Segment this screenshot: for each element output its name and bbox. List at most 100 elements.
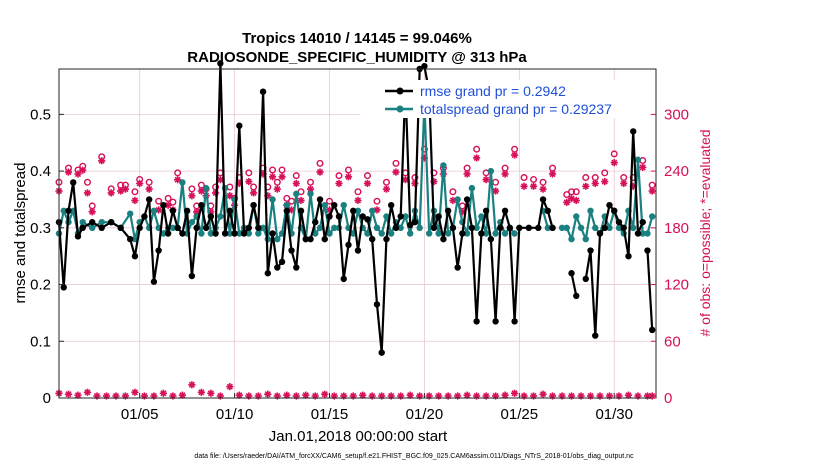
rmse-point-0-18 [164, 230, 172, 237]
obs-possible-point-61 [520, 174, 528, 182]
obs-possible-point-70 [601, 169, 609, 177]
obs-low-evaluated-13-stroke-3 [179, 392, 186, 399]
obs-evaluated-point-4 [83, 189, 92, 197]
chart-title-line1: Tropics 14010 / 14145 = 99.046% [242, 30, 472, 47]
obs-possible-point-44 [363, 172, 371, 180]
axes-layer: 0 0.1 0.2 0.3 0.4 0.5 0 60 120 180 240 300 01/05 01/1… [30, 106, 689, 423]
rmse-point-0-21 [179, 230, 186, 237]
obs-evaluated-point-1 [64, 168, 73, 176]
obs-low-evaluated-22-stroke-3 [264, 391, 271, 398]
legend-box [360, 80, 650, 118]
spread-point-0-37 [255, 230, 262, 237]
y-left-tick-label-3: 0.3 [30, 220, 51, 237]
rmse-point-0-6 [89, 218, 96, 226]
rmse-point-0-52 [326, 213, 333, 220]
obs-possible-point-40 [326, 197, 334, 205]
obs-evaluated-point-7-stroke-3 [108, 189, 115, 196]
rmse-point-0-28 [212, 230, 219, 237]
obs-evaluated-point-3 [79, 166, 87, 174]
chart-title-line2: RADIOSONDE_SPECIFIC_HUMIDITY @ 313 hPa [187, 49, 527, 66]
obs-evaluated-point-75 [648, 187, 656, 195]
rmse-point-0-4 [74, 233, 82, 240]
obs-evaluated-point-10 [131, 196, 139, 205]
obs-low-evaluated-26-stroke-3 [302, 392, 309, 399]
spread-point-2-16 [634, 156, 642, 163]
spread-point-2-1 [563, 224, 570, 232]
spread-point-2-19 [649, 213, 656, 220]
spread-point-2-0 [558, 224, 566, 232]
rmse-point-2-6 [611, 207, 618, 215]
spread-point-0-38 [259, 224, 267, 232]
rmse-point-0-86 [487, 235, 495, 243]
obs-evaluated-point-66-stroke-3 [568, 195, 575, 202]
rmse-point-0-74 [430, 224, 438, 232]
rmse-point-0-70 [411, 218, 419, 226]
rmse-point-0-85 [482, 207, 490, 215]
rmse-point-0-7 [98, 224, 105, 232]
rmse-point-0-22 [183, 207, 191, 215]
rmse-point-0-25 [198, 201, 205, 209]
obs-evaluated-point-39-stroke-3 [316, 169, 324, 176]
obs-evaluated-point-44 [363, 179, 372, 188]
spread-point-0-5 [79, 218, 86, 226]
obs-evaluated-point-47 [392, 168, 400, 176]
rmse-point-0-23 [188, 272, 196, 280]
obs-evaluated-point-62 [529, 182, 538, 190]
spread-point-0-87 [492, 230, 499, 237]
obs-low-evaluated-28 [321, 390, 329, 398]
rmse-point-0-77 [444, 207, 452, 215]
obs-possible-point-67 [572, 188, 580, 196]
obs-low-evaluated-51 [539, 390, 547, 398]
spread-point-0-35 [245, 230, 253, 237]
rmse-point-0-26 [202, 224, 210, 232]
rmse-point-0-63 [378, 349, 385, 356]
obs-evaluated-point-75-stroke-3 [649, 187, 656, 195]
spread-point-0-23 [188, 218, 196, 226]
rmse-point-0-88 [497, 224, 504, 232]
spread-point-2-5 [582, 235, 589, 243]
rmse-point-0-29 [217, 60, 224, 67]
x-axis-label: Jan.01,2018 00:00:00 start [269, 428, 448, 445]
rmse-point-0-93 [525, 224, 533, 232]
series-layer [55, 60, 656, 400]
obs-possible-point-13 [155, 197, 163, 205]
obs-evaluated-point-19-stroke-3 [198, 187, 205, 195]
obs-evaluated-point-27 [245, 177, 253, 186]
rmse-point-3-1 [649, 326, 656, 334]
obs-low-evaluated-1-stroke-3 [65, 391, 72, 398]
rmse-point-0-27 [207, 213, 215, 220]
obs-low-evaluated-16-stroke-3 [207, 390, 214, 397]
rmse-point-0-44 [288, 247, 295, 254]
rmse-point-2-2 [592, 332, 599, 339]
rmse-point-0-51 [321, 235, 328, 243]
spread-point-0-85 [482, 230, 490, 237]
obs-evaluated-point-27-stroke-3 [245, 178, 252, 185]
rmse-point-0-37 [255, 224, 262, 232]
obs-evaluated-point-55-stroke-3 [464, 170, 471, 178]
obs-evaluated-point-65-stroke-3 [563, 199, 570, 206]
obs-evaluated-point-2-stroke-3 [74, 170, 82, 178]
obs-evaluated-point-2 [74, 170, 82, 178]
obs-evaluated-point-71 [610, 159, 618, 167]
rmse-point-0-62 [373, 301, 381, 308]
spread-point-2-15 [630, 224, 637, 232]
spread-point-0-71 [416, 224, 423, 232]
obs-evaluated-point-16 [174, 176, 182, 184]
rmse-point-0-69 [406, 221, 414, 229]
obs-possible-point-32 [273, 178, 281, 186]
rmse-point-2-12 [639, 218, 646, 226]
rmse-point-0-65 [387, 201, 395, 209]
obs-evaluated-point-17 [188, 192, 196, 200]
obs-low-evaluated-61 [634, 392, 642, 400]
obs-low-evaluated-48 [510, 389, 519, 397]
obs-evaluated-point-33-stroke-3 [278, 173, 286, 180]
rmse-point-0-75 [435, 213, 442, 220]
obs-evaluated-point-12-stroke-3 [146, 186, 153, 193]
y-right-tick-label-1: 60 [664, 333, 681, 350]
obs-possible-point-14 [164, 194, 172, 202]
obs-evaluated-point-24-stroke-3 [226, 192, 233, 199]
x-tick-label-1: 01/10 [216, 406, 254, 423]
spread-point-0-77 [444, 230, 452, 237]
rmse-point-0-9 [117, 224, 124, 232]
